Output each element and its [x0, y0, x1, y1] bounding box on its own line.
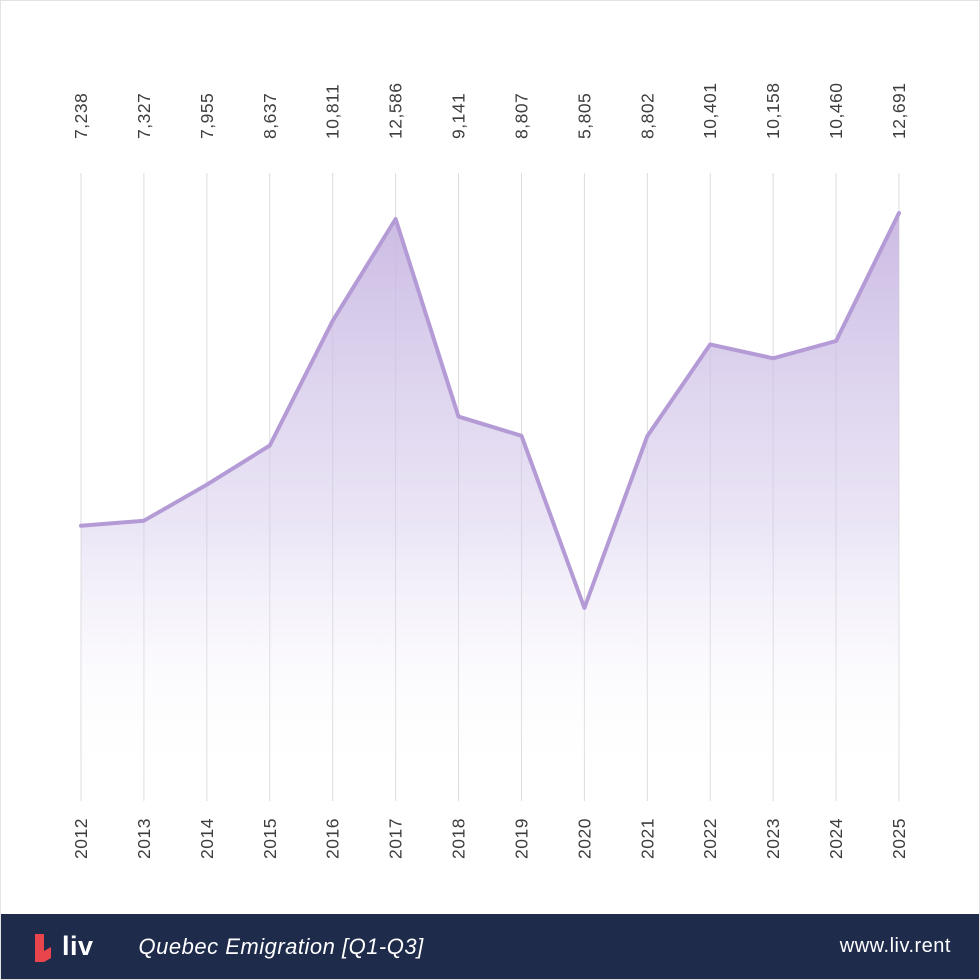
footer-bar: liv Quebec Emigration [Q1-Q3] www.liv.re…: [1, 914, 979, 979]
year-label: 2012: [71, 818, 91, 859]
chart-title: Quebec Emigration [Q1-Q3]: [138, 933, 424, 959]
year-label: 2018: [449, 818, 469, 859]
value-label: 7,955: [197, 93, 217, 139]
year-label: 2021: [637, 818, 657, 859]
value-label: 10,460: [826, 82, 846, 139]
year-label: 2024: [826, 818, 846, 859]
value-label: 12,691: [889, 82, 909, 139]
liv-logo-shape: [35, 933, 51, 962]
value-label: 8,802: [637, 93, 657, 139]
value-label: 8,637: [260, 93, 280, 139]
year-label: 2016: [323, 818, 343, 859]
data-line: [79, 211, 901, 610]
year-label: 2023: [763, 818, 783, 859]
value-label: 7,327: [134, 93, 154, 139]
liv-logo: liv: [31, 931, 94, 962]
value-label: 8,807: [512, 93, 532, 139]
value-label: 7,238: [71, 93, 91, 139]
area-fill: [81, 213, 899, 807]
value-label: 10,158: [763, 82, 783, 139]
year-label: 2017: [386, 818, 406, 859]
year-label: 2014: [197, 818, 217, 859]
value-label: 9,141: [449, 93, 469, 139]
year-label: 2019: [512, 818, 532, 859]
footer-url: www.liv.rent: [839, 935, 951, 957]
value-label: 10,401: [700, 82, 720, 139]
year-label: 2013: [134, 818, 154, 859]
chart-svg: 7,238 7,327 7,955 8,637 10,811 12,586 9,141 8,8…: [71, 82, 909, 859]
year-label: 2020: [574, 818, 594, 859]
year-label: 2022: [700, 818, 720, 859]
year-label: 2025: [889, 818, 909, 859]
liv-logo-icon: [35, 933, 51, 962]
value-label: 10,811: [323, 84, 343, 139]
year-label: 2015: [260, 818, 280, 859]
value-label: 12,586: [386, 82, 406, 139]
chart-area: 7,238 7,327 7,955 8,637 10,811 12,586 9,141 8,8…: [1, 1, 979, 916]
value-label: 5,805: [574, 93, 594, 139]
liv-logo-text: liv: [62, 931, 94, 961]
